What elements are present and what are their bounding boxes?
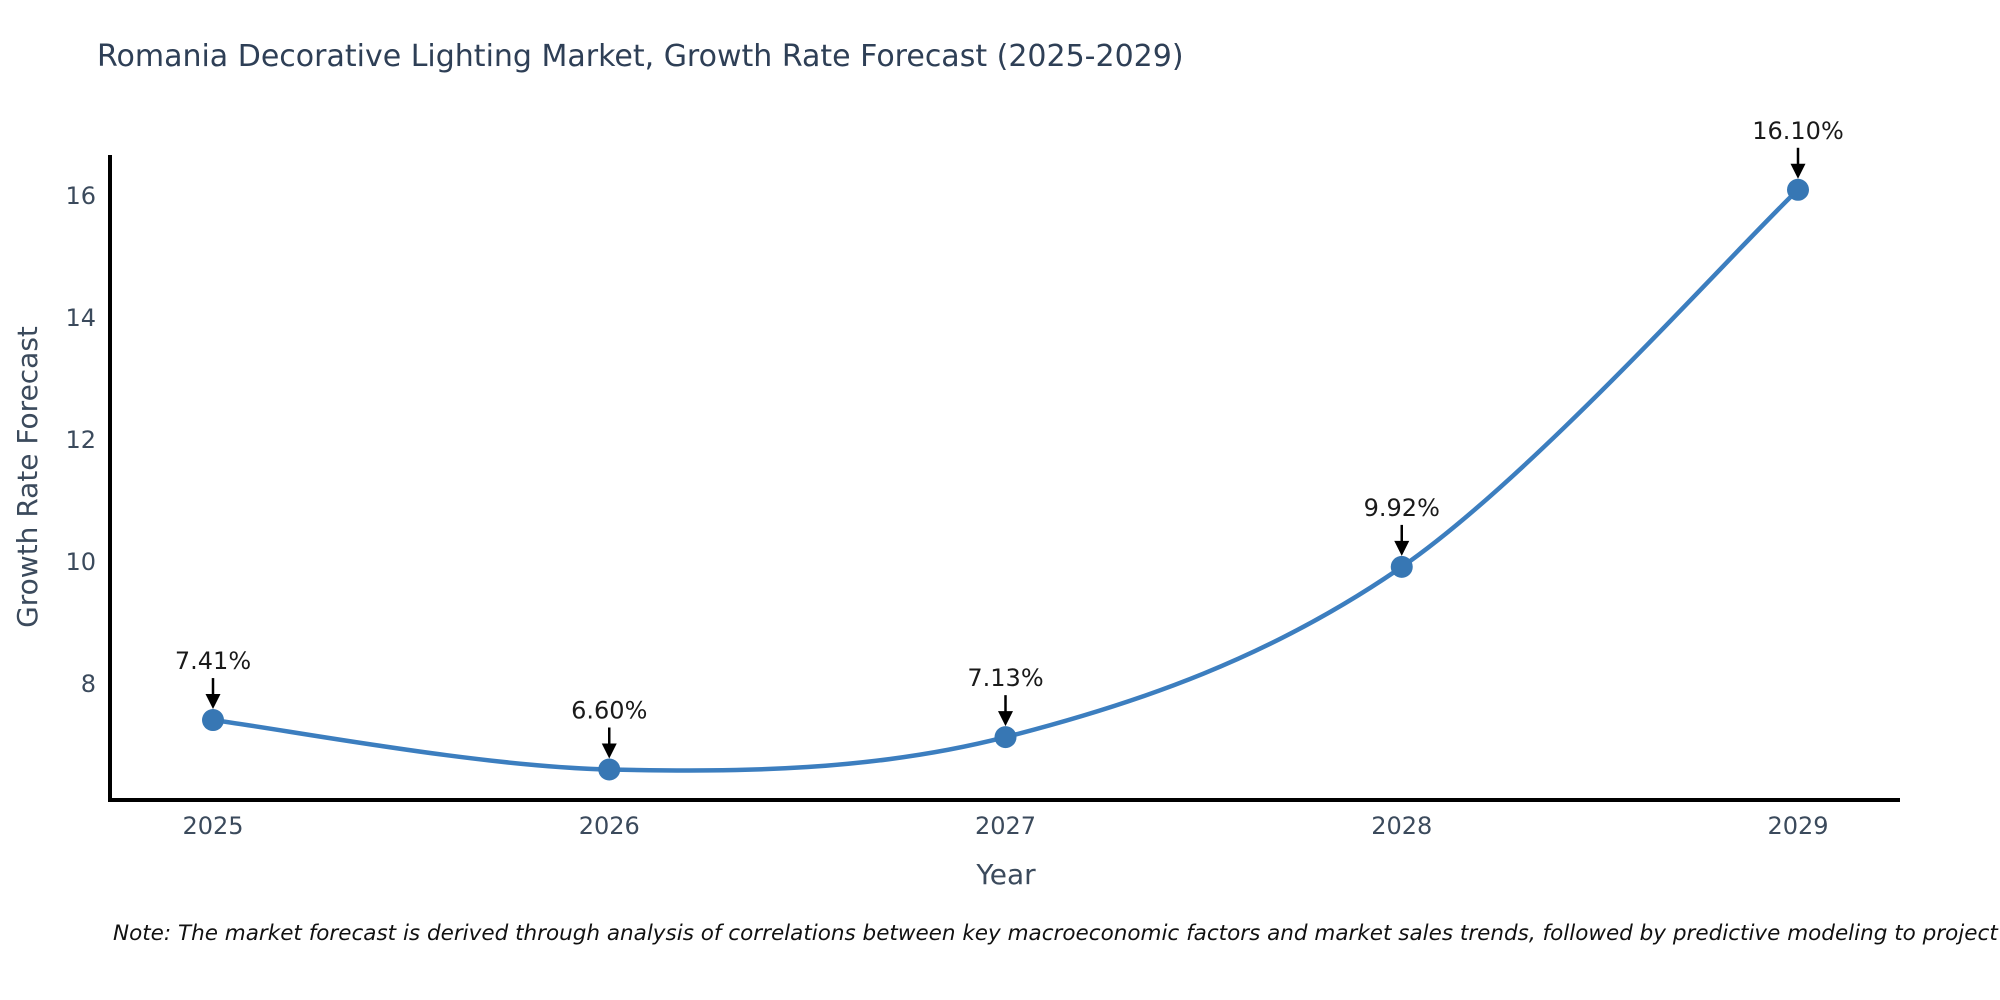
x-tick-label: 2027 [975, 812, 1036, 840]
x-tick-label: 2026 [579, 812, 640, 840]
arrow-down-icon [998, 711, 1013, 727]
y-tick-label: 14 [65, 304, 96, 332]
y-tick-label: 8 [81, 670, 96, 698]
x-tick-label: 2029 [1767, 812, 1828, 840]
arrow-down-icon [205, 694, 221, 710]
annotation-label: 7.41% [175, 647, 251, 675]
arrow-down-icon [1394, 540, 1410, 556]
data-point-marker [202, 709, 224, 732]
data-point-marker [1787, 178, 1809, 201]
plot-area: 8 10 12 14 16 2025 2026 2027 2028 2029 7.41% 6.60% 7… [65, 117, 1900, 840]
annotation-label: 9.92% [1364, 494, 1440, 522]
data-point-marker [1390, 555, 1413, 578]
y-tick-label: 12 [65, 426, 96, 454]
x-tick-label: 2025 [182, 812, 243, 840]
arrow-down-icon [601, 743, 617, 759]
annotation-label: 6.60% [571, 696, 647, 724]
footnote: Note: The market forecast is derived thr… [113, 921, 2000, 946]
y-tick-label: 16 [65, 182, 96, 210]
data-point-marker [598, 758, 621, 781]
x-tick-label: 2028 [1371, 812, 1432, 840]
data-point-marker [994, 726, 1017, 749]
chart-title: Romania Decorative Lighting Market, Grow… [97, 39, 1184, 74]
y-tick-label: 10 [65, 548, 96, 576]
arrow-down-icon [1790, 163, 1806, 179]
x-axis-label: Year [975, 858, 1036, 891]
annotation-label: 7.13% [967, 664, 1043, 692]
y-axis-label: Growth Rate Forecast [11, 326, 44, 628]
annotation-label: 16.10% [1752, 117, 1844, 145]
